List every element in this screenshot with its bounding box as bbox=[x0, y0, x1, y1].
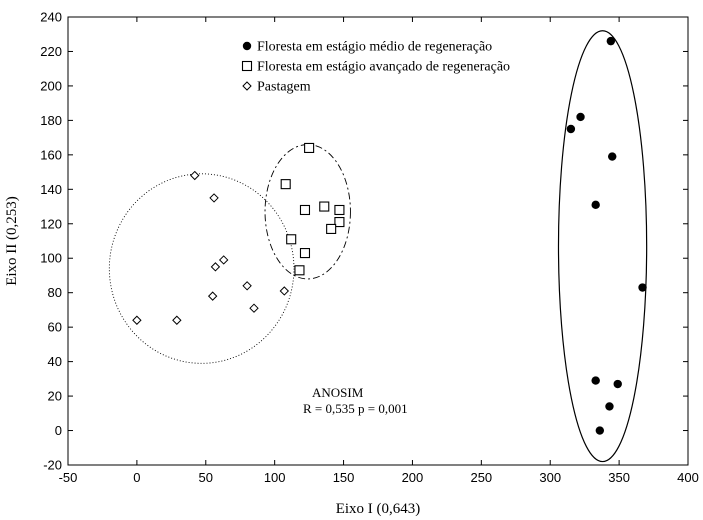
medio-point bbox=[566, 124, 576, 134]
x-tick-label: 200 bbox=[402, 470, 424, 485]
pastagem-point bbox=[242, 281, 252, 291]
medio-point bbox=[591, 376, 600, 385]
x-axis-label: Eixo I (0,643) bbox=[336, 501, 421, 517]
avancado-point bbox=[280, 179, 291, 190]
x-tick-label: 250 bbox=[470, 470, 492, 485]
anosim-annotation: R = 0,535 p = 0,001 bbox=[303, 401, 408, 416]
legend-entry: Floresta em estágio médio de regeneração bbox=[257, 40, 492, 55]
x-tick-label: 350 bbox=[608, 470, 630, 485]
pastagem-point bbox=[172, 315, 182, 325]
legend-entry: Floresta em estágio avançado de regenera… bbox=[257, 60, 510, 75]
avancado-point bbox=[299, 248, 311, 259]
y-tick-label: 40 bbox=[48, 354, 62, 369]
y-tick-label: 120 bbox=[40, 216, 62, 231]
y-axis-label: Eixo II (0,253) bbox=[4, 196, 20, 286]
y-tick-label: 240 bbox=[40, 10, 62, 25]
avancado-point bbox=[319, 201, 330, 212]
y-tick-label: -20 bbox=[43, 458, 62, 473]
medio-point bbox=[613, 379, 622, 389]
pastagem-point bbox=[210, 262, 221, 272]
medio-point bbox=[605, 402, 614, 411]
pastagem-point bbox=[209, 193, 219, 203]
pastagem-point bbox=[218, 255, 229, 265]
avancado-point bbox=[299, 204, 311, 216]
avancado-point bbox=[326, 223, 337, 234]
y-tick-label: 160 bbox=[40, 147, 62, 162]
medio-point bbox=[576, 112, 585, 122]
pastagem-point bbox=[249, 303, 259, 313]
y-tick-label: 200 bbox=[40, 78, 62, 93]
y-tick-label: 20 bbox=[48, 389, 62, 404]
legend-marker bbox=[241, 60, 253, 72]
ellipse-layer bbox=[108, 30, 648, 463]
y-tick-label: 100 bbox=[40, 251, 62, 266]
x-tick-label: 150 bbox=[333, 470, 355, 485]
legend-marker bbox=[242, 81, 252, 91]
x-tick-label: 400 bbox=[677, 470, 699, 485]
y-tick-label: 60 bbox=[48, 320, 62, 335]
x-tick-label: 0 bbox=[133, 470, 140, 485]
x-tick-label: 300 bbox=[539, 470, 561, 485]
y-tick-label: 140 bbox=[40, 182, 62, 197]
group-ellipse-solid bbox=[557, 30, 648, 463]
avancado-point bbox=[294, 265, 305, 276]
pastagem-point bbox=[132, 315, 142, 325]
medio-point bbox=[591, 200, 600, 210]
plot-frame bbox=[67, 16, 689, 466]
tick-layer: -50 0 50 100 150 200 250 300 350 400 -20 0 20 40 60 80 1… bbox=[40, 10, 699, 486]
x-tick-label: 100 bbox=[264, 470, 286, 485]
legend-marker bbox=[242, 41, 252, 51]
y-tick-label: 180 bbox=[40, 113, 62, 128]
anosim-annotation: ANOSIM bbox=[312, 385, 364, 400]
legend: Floresta em estágio médio de regeneração… bbox=[241, 40, 510, 95]
y-tick-label: 80 bbox=[48, 285, 62, 300]
avancado-point bbox=[286, 234, 297, 245]
pastagem-point bbox=[207, 291, 218, 301]
legend-entry: Pastagem bbox=[257, 80, 311, 95]
point-layer bbox=[132, 36, 647, 435]
pastagem-point bbox=[190, 170, 200, 181]
medio-point bbox=[608, 152, 617, 161]
medio-point bbox=[638, 283, 647, 292]
x-tick-label: 50 bbox=[199, 470, 213, 485]
medio-point bbox=[606, 36, 616, 46]
pastagem-point bbox=[279, 286, 290, 296]
y-tick-label: 0 bbox=[55, 423, 62, 438]
avancado-point bbox=[304, 142, 315, 154]
y-tick-label: 220 bbox=[40, 44, 62, 59]
avancado-point bbox=[334, 204, 345, 216]
group-ellipse-dotted bbox=[108, 173, 295, 364]
x-tick-label: -50 bbox=[59, 470, 78, 485]
medio-point bbox=[595, 426, 605, 435]
avancado-point bbox=[334, 216, 345, 228]
